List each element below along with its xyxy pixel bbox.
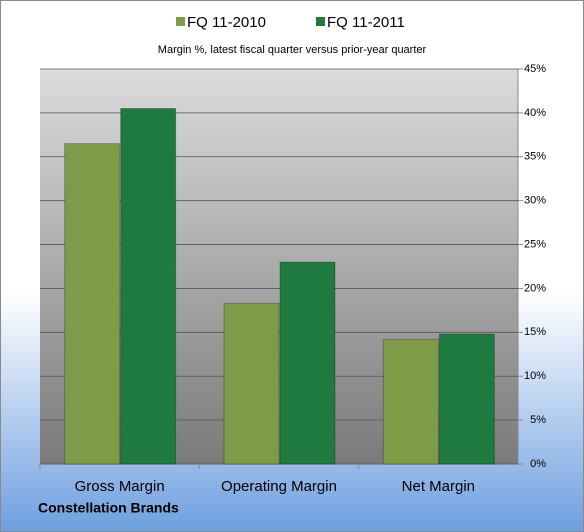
bar [120,108,177,465]
legend-marker [316,17,325,26]
y-tick-label: 30% [524,195,546,207]
y-tick-label: 10% [524,370,546,382]
legend-label: FQ 11-2010 [187,14,266,31]
y-tick-label: 0% [530,458,546,470]
y-tick-label: 5% [530,414,546,426]
x-tick-label: Gross Margin [75,478,165,495]
x-tick-label: Net Margin [402,478,475,495]
y-tick-label: 40% [524,107,546,119]
bar [279,261,336,465]
y-tick-label: 25% [524,238,546,250]
bar [223,302,280,465]
y-tick-label: 15% [524,326,546,338]
y-tick-label: 35% [524,151,546,163]
legend-marker [176,17,185,26]
x-tick-label: Operating Margin [221,478,337,495]
y-tick-label: 45% [524,63,546,75]
bar [438,333,495,465]
legend-label: FQ 11-2011 [327,14,405,31]
chart-subtitle: Margin %, latest fiscal quarter versus p… [158,44,427,56]
bar [64,143,121,465]
y-tick-label: 20% [524,282,546,294]
bar [382,338,439,465]
chart-caption: Constellation Brands [38,500,179,516]
